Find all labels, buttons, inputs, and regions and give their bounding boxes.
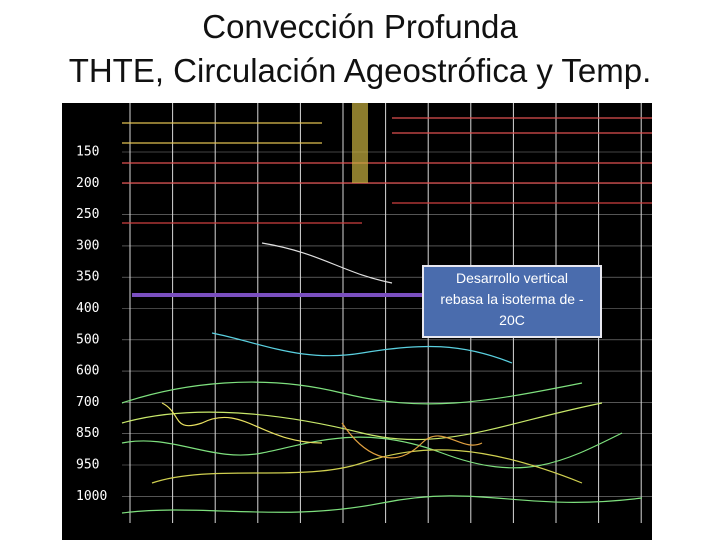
contour [261,242,393,284]
updraft-mark [352,103,368,183]
contour [211,332,513,364]
annotation-line: 20C [499,312,525,328]
pressure-label: 250 [76,207,99,222]
contour [121,402,603,441]
pressure-label: 300 [76,238,99,253]
pressure-label: 1000 [76,489,107,504]
pressure-label: 700 [76,395,99,410]
contour [121,381,583,405]
contours [121,117,652,514]
annotation-box: Desarrollo vertical rebasa la isoterma d… [422,265,602,338]
pressure-label: 200 [76,176,99,191]
pressure-label: 400 [76,301,99,316]
contour [122,202,652,224]
pressure-label: 350 [76,270,99,285]
contour [121,495,643,514]
contour [122,117,652,184]
pressure-label: 850 [76,426,99,441]
pressure-label: 500 [76,332,99,347]
contour [151,449,583,484]
pressure-label: 950 [76,458,99,473]
contour [122,122,322,144]
slide-title-line: Convección Profunda [202,8,518,45]
contour [341,422,483,459]
contour [161,402,323,444]
pressure-label: 150 [76,145,99,160]
annotation-line: rebasa la isoterma de - [440,291,584,307]
pressure-label: 600 [76,364,99,379]
slide-title-line: THTE, Circulación Ageostrófica y Temp. [68,52,652,89]
annotation-line: Desarrollo vertical [455,270,569,286]
